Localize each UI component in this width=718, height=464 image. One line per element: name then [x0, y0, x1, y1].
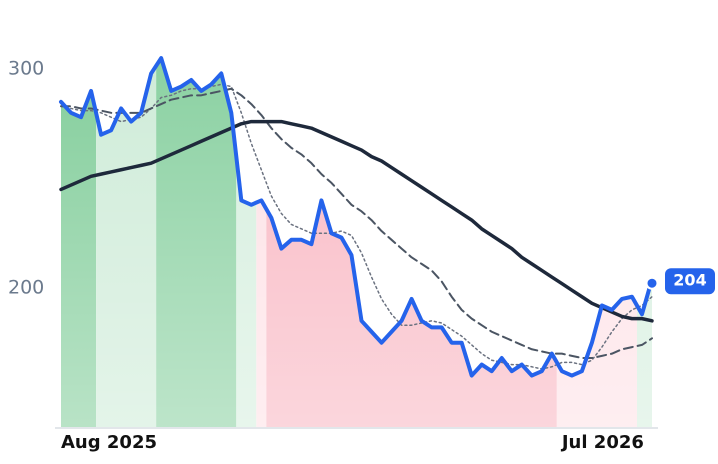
x-tick-label: Jul 2026: [560, 432, 644, 453]
lines: [59, 56, 654, 378]
price-line: [59, 56, 654, 378]
y-tick-label: 300: [8, 58, 44, 80]
x-tick-label: Aug 2025: [61, 432, 157, 453]
moving-average-line: [59, 119, 654, 323]
last-point: [645, 276, 659, 290]
y-tick-label: 200: [8, 276, 44, 298]
value-badge: [665, 268, 715, 295]
moving-average-line: [60, 87, 653, 360]
value-badge-label: 204: [673, 271, 706, 290]
